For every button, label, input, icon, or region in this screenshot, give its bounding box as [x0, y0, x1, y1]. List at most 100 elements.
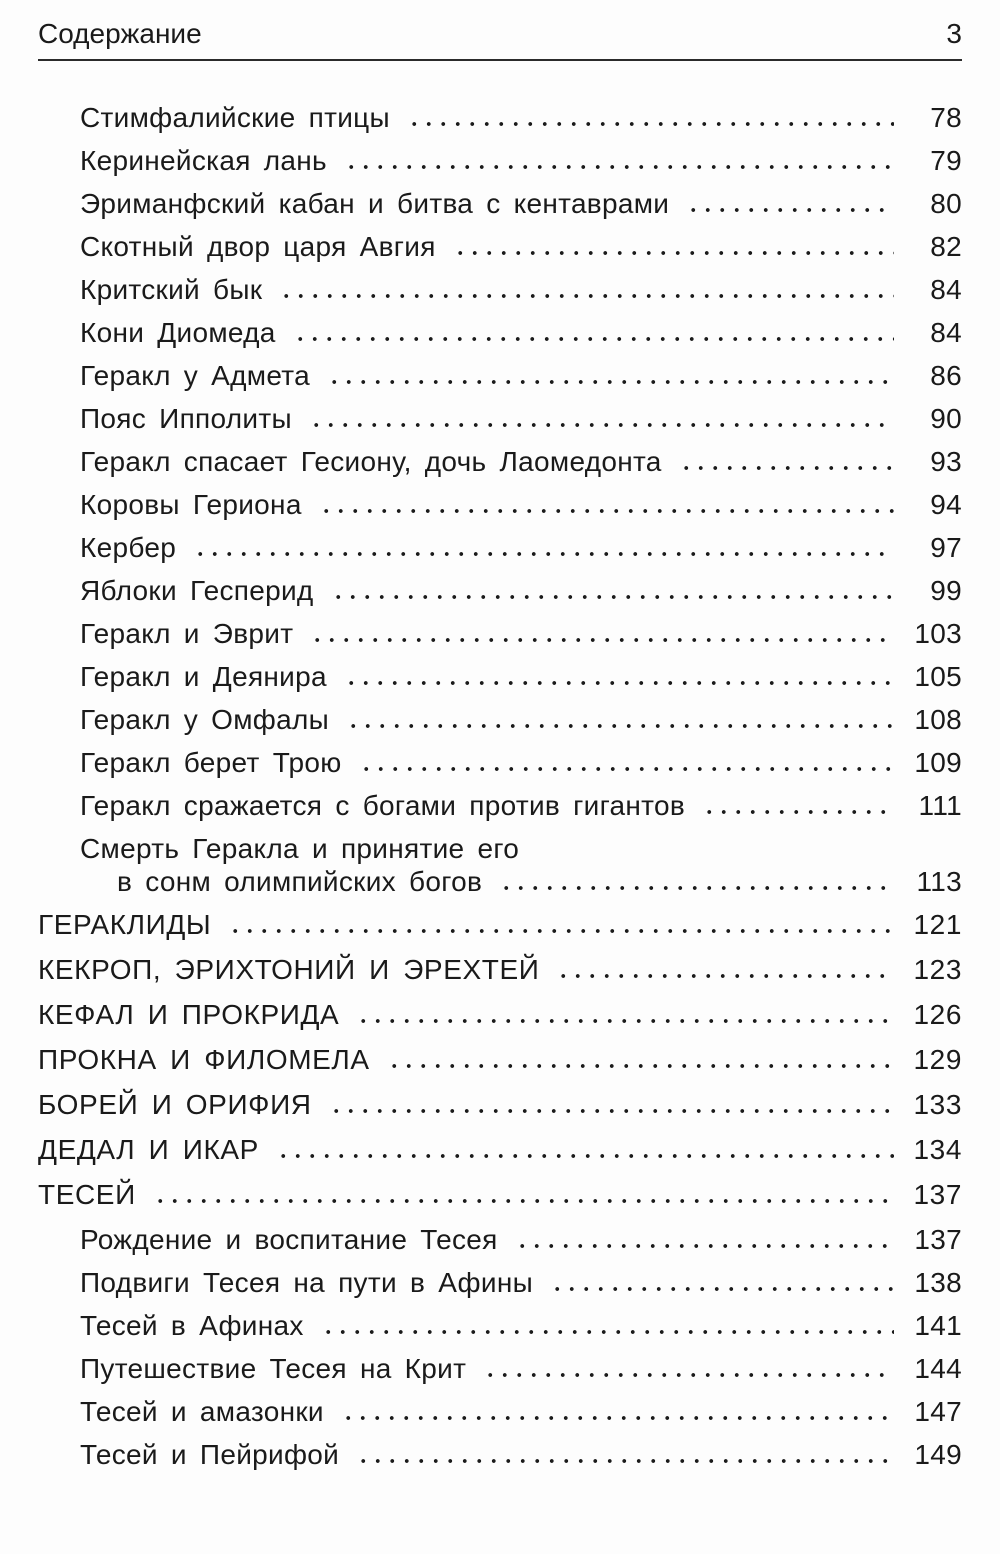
toc-entry: Скотный двор царя Авгия 82 [80, 231, 962, 263]
toc-entry-label: Геракл спасает Гесиону, дочь Лаомедонта [80, 446, 662, 477]
toc-entry-page: 147 [914, 1396, 962, 1427]
toc-entry-page: 84 [930, 274, 962, 305]
toc-entry-label: Геракл у Омфалы [80, 704, 330, 735]
toc-entry-label: Скотный двор царя Авгия [80, 231, 436, 262]
toc-entry-label: Геракл берет Трою [80, 747, 342, 778]
toc-entry-label: ТЕСЕЙ [38, 1179, 136, 1210]
toc-chapter-entry: КЕКРОП, ЭРИХТОНИЙ И ЭРЕХТЕЙ 123 [38, 954, 962, 986]
toc-entry-page: 80 [930, 188, 962, 219]
header-rule [38, 59, 962, 61]
toc-entry-page: 108 [914, 704, 962, 735]
dot-leader [149, 1179, 894, 1211]
toc-entry: Эриманфский кабан и битва с кентаврами 8… [80, 188, 962, 220]
table-of-contents: Стимфалийские птицы 78 Керинейская лань … [38, 102, 962, 1471]
toc-entry-page: 86 [930, 360, 962, 391]
toc-entry-label: КЕФАЛ И ПРОКРИДА [38, 999, 340, 1030]
dot-leader [511, 1224, 894, 1256]
dot-leader [325, 1089, 894, 1121]
toc-entry-page: 149 [914, 1439, 962, 1470]
toc-entry-page: 94 [930, 489, 962, 520]
toc-chapter-entry: ДЕДАЛ И ИКАР 134 [38, 1134, 962, 1166]
dot-leader [355, 747, 894, 779]
dot-leader [317, 1310, 894, 1342]
toc-entry: Геракл у Адмета 86 [80, 360, 962, 392]
dot-leader [327, 575, 894, 607]
toc-entry-page: 109 [914, 747, 962, 778]
toc-entry: Геракл сражается с богами против гиганто… [80, 790, 962, 822]
toc-entry-label: Геракл и Эврит [80, 618, 294, 649]
dot-leader [272, 1134, 894, 1166]
toc-entry-page: 82 [930, 231, 962, 262]
toc-entry-page: 144 [914, 1353, 962, 1384]
dot-leader [675, 446, 894, 478]
toc-entry-page: 121 [913, 909, 962, 940]
dot-leader [403, 102, 894, 134]
toc-entry-page: 133 [913, 1089, 962, 1120]
toc-entry-page: 103 [914, 618, 962, 649]
dot-leader [340, 145, 894, 177]
contents-title: Содержание [38, 18, 202, 49]
toc-chapter-entry: БОРЕЙ И ОРИФИЯ 133 [38, 1089, 962, 1121]
toc-entry: Геракл берет Трою 109 [80, 747, 962, 779]
dot-leader [340, 661, 894, 693]
toc-entry-page: 126 [913, 999, 962, 1030]
dot-leader [307, 618, 894, 650]
toc-entry: Геракл спасает Гесиону, дочь Лаомедонта … [80, 446, 962, 478]
toc-entry-page: 78 [930, 102, 962, 133]
toc-entry-label: Геракл сражается с богами против гиганто… [80, 790, 686, 821]
toc-entry-page: 138 [914, 1267, 962, 1298]
toc-entry: Путешествие Тесея на Крит 144 [80, 1353, 962, 1385]
toc-entry: Коровы Гериона 94 [80, 489, 962, 521]
dot-leader [315, 489, 894, 521]
toc-entry-label: Коровы Гериона [80, 489, 302, 520]
toc-entry-label: Тесей и амазонки [80, 1396, 324, 1427]
running-header: Содержание 3 [38, 18, 962, 50]
folio-page-number: 3 [946, 18, 962, 49]
dot-leader [289, 317, 894, 349]
toc-entry-line2: в сонм олимпийских богов 113 [117, 866, 962, 898]
toc-entry: Геракл и Деянира 105 [80, 661, 962, 693]
toc-chapter-entry: ПРОКНА И ФИЛОМЕЛА 129 [38, 1044, 962, 1076]
toc-entry: Кони Диомеда 84 [80, 317, 962, 349]
toc-entry: Геракл и Эврит 103 [80, 618, 962, 650]
dot-leader [547, 1267, 894, 1299]
toc-entry-page: 105 [914, 661, 962, 692]
toc-entry-page: 97 [930, 532, 962, 563]
toc-entry-label: Эриманфский кабан и битва с кентаврами [80, 188, 670, 219]
toc-entry: Рождение и воспитание Тесея 137 [80, 1224, 962, 1256]
toc-entry-label: Критский бык [80, 274, 263, 305]
dot-leader [480, 1353, 894, 1385]
toc-entry-page: 137 [914, 1224, 962, 1255]
dot-leader [383, 1044, 894, 1076]
dot-leader [496, 866, 894, 898]
toc-entry-label: Кербер [80, 532, 177, 563]
toc-entry-label: БОРЕЙ И ОРИФИЯ [38, 1089, 312, 1120]
toc-entry-label: Керинейская лань [80, 145, 327, 176]
toc-entry-label: ГЕРАКЛИДЫ [38, 909, 212, 940]
toc-entry-page: 137 [913, 1179, 962, 1210]
toc-entry-label: Путешествие Тесея на Крит [80, 1353, 467, 1384]
toc-entry-label: ДЕДАЛ И ИКАР [38, 1134, 259, 1165]
dot-leader [225, 909, 894, 941]
toc-entry-label: Стимфалийские птицы [80, 102, 390, 133]
dot-leader [305, 403, 894, 435]
toc-entry-label: Пояс Ипполиты [80, 403, 292, 434]
toc-entry: Стимфалийские птицы 78 [80, 102, 962, 134]
toc-chapter-entry: ТЕСЕЙ 137 [38, 1179, 962, 1211]
toc-entry: Керинейская лань 79 [80, 145, 962, 177]
toc-entry-label: КЕКРОП, ЭРИХТОНИЙ И ЭРЕХТЕЙ [38, 954, 540, 985]
dot-leader [449, 231, 894, 263]
toc-entry-label: ПРОКНА И ФИЛОМЕЛА [38, 1044, 370, 1075]
toc-entry-page: 90 [930, 403, 962, 434]
toc-entry-label: Рождение и воспитание Тесея [80, 1224, 498, 1255]
toc-entry-page: 113 [916, 866, 962, 897]
dot-leader [353, 999, 894, 1031]
toc-entry: Тесей в Афинах 141 [80, 1310, 962, 1342]
toc-entry-label: Подвиги Тесея на пути в Афины [80, 1267, 534, 1298]
toc-entry-label: Кони Диомеда [80, 317, 276, 348]
toc-entry: Тесей и Пейрифой 149 [80, 1439, 962, 1471]
toc-entry-label-line1: Смерть Геракла и принятие его [80, 833, 520, 864]
toc-entry: Кербер 97 [80, 532, 962, 564]
toc-entry-label-line2: в сонм олимпийских богов [117, 866, 483, 897]
